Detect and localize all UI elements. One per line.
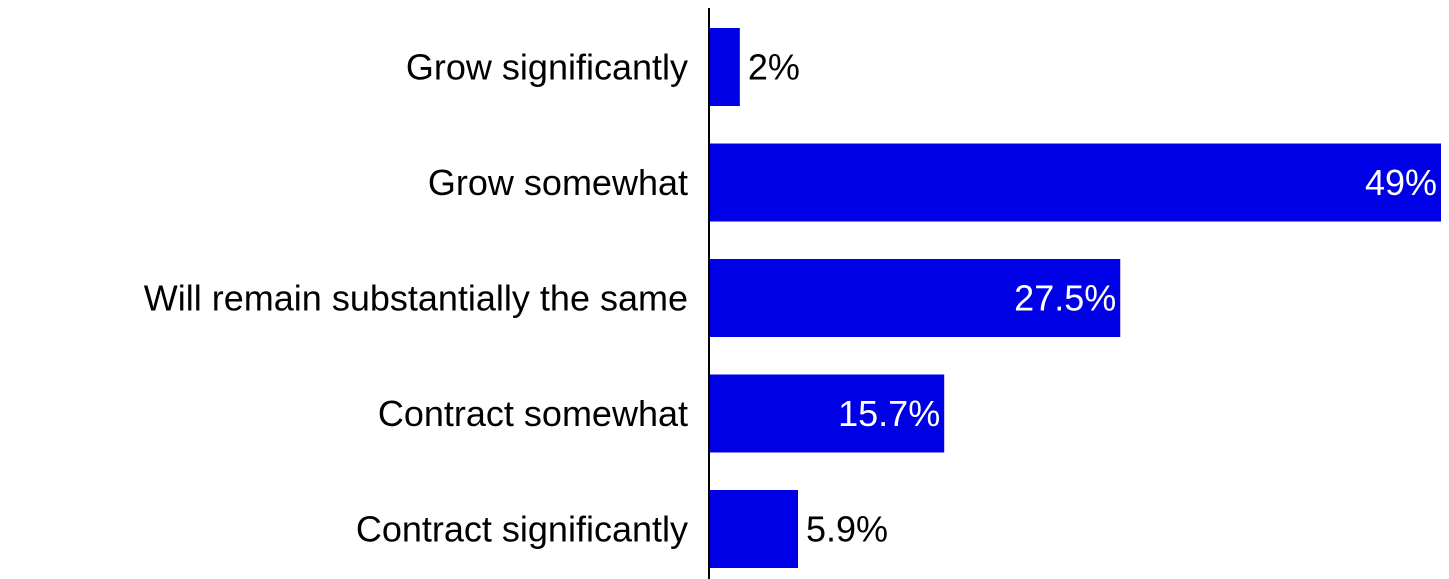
category-label: Contract somewhat bbox=[378, 393, 688, 434]
bar bbox=[710, 143, 1441, 222]
category-label: Will remain substantially the same bbox=[144, 278, 688, 319]
data-label: 2% bbox=[748, 47, 800, 88]
data-label: 15.7% bbox=[838, 393, 940, 434]
data-label: 5.9% bbox=[806, 509, 888, 550]
category-labels: Grow significantly Grow somewhat Will rema… bbox=[144, 47, 688, 550]
data-label: 49% bbox=[1365, 162, 1437, 203]
bar bbox=[710, 28, 740, 106]
category-label: Grow somewhat bbox=[428, 162, 688, 203]
bar bbox=[710, 374, 945, 453]
bars-layer bbox=[710, 28, 1441, 568]
bar bbox=[710, 259, 1121, 337]
bar bbox=[710, 490, 799, 568]
data-label: 27.5% bbox=[1014, 278, 1116, 319]
category-label: Grow significantly bbox=[406, 47, 688, 88]
category-label: Contract significantly bbox=[356, 509, 688, 550]
data-labels: 2% 49% 27.5% 15.7% 5.9% bbox=[748, 47, 1437, 550]
